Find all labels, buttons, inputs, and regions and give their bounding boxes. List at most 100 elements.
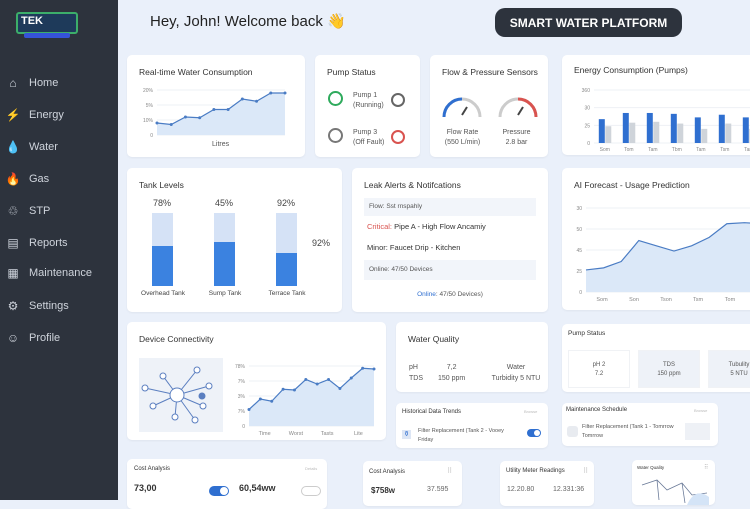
cell-value: 5 NTU bbox=[730, 371, 748, 377]
pump2-cell: Tubulity 5 NTU bbox=[708, 350, 750, 388]
sidebar-item-label: Home bbox=[29, 77, 59, 89]
pump3-fault-icon[interactable] bbox=[391, 130, 405, 144]
card-title: Leak Alerts & Notifcations bbox=[364, 180, 461, 190]
x-tick-label: Worst bbox=[289, 431, 304, 437]
alert-row-critical[interactable]: Critical: Pipe A - High Flow Ancamiy bbox=[367, 222, 486, 231]
area-fill bbox=[586, 222, 750, 292]
card-title: Maintenance Schedule bbox=[566, 407, 628, 413]
sidebar-item-reports[interactable]: ▤ Reports bbox=[0, 230, 118, 256]
alert-row[interactable]: Flow: Sst rnspahly bbox=[364, 198, 536, 216]
drag-handle-icon[interactable]: ⠿ bbox=[583, 468, 589, 475]
sidebar-item-stp[interactable]: ♲ STP bbox=[0, 198, 118, 224]
data-point bbox=[226, 108, 230, 111]
y-tick-label: 50 bbox=[576, 227, 582, 233]
pump1-gauge-icon[interactable] bbox=[391, 93, 405, 107]
sidebar-item-water[interactable]: 💧 Water bbox=[0, 134, 118, 160]
data-point bbox=[281, 387, 285, 391]
x-tick-label: Tam bbox=[744, 147, 750, 153]
greeting: Hey, John! Welcome back 👋 bbox=[150, 13, 346, 30]
pressure-gauge-fill bbox=[517, 97, 538, 118]
critical-text: Pipe A - High Flow Ancamiy bbox=[392, 222, 486, 231]
sidebar-item-label: Gas bbox=[29, 173, 50, 185]
sidebar-item-label: Maintenance bbox=[29, 267, 92, 279]
browse-link[interactable]: Browse bbox=[524, 409, 538, 414]
calendar-icon bbox=[685, 423, 710, 440]
drag-handle-icon[interactable]: ⠿ bbox=[447, 468, 453, 475]
sidebar-item-profile[interactable]: ☺ Profile bbox=[0, 325, 118, 351]
drag-handle-icon[interactable]: ⠿ bbox=[704, 465, 709, 471]
gas-icon: 🔥 bbox=[5, 172, 21, 186]
y-tick-label: 5% bbox=[146, 103, 154, 109]
maintenance-icon: ▦ bbox=[7, 266, 19, 280]
data-point bbox=[169, 123, 173, 126]
x-tick-label: Lite bbox=[354, 431, 363, 437]
turbidity-label: Water bbox=[506, 364, 526, 371]
cell-label: Tubulity bbox=[728, 362, 750, 368]
sidebar-item-gas[interactable]: 🔥 Gas bbox=[0, 166, 118, 192]
pump1-status: (Running) bbox=[353, 102, 384, 109]
sidebar-item-label: Reports bbox=[29, 237, 68, 249]
bar bbox=[629, 122, 636, 143]
online-footer: Online: 47/50 Devices) bbox=[352, 291, 548, 298]
data-point bbox=[198, 116, 202, 120]
card-title: Energy Consumption (Pumps) bbox=[574, 65, 688, 75]
pump1-label: Pump 1 bbox=[353, 92, 378, 99]
x-tick-label: Tson bbox=[660, 297, 672, 303]
cost-value-1: 73,00 bbox=[134, 483, 157, 493]
water-quality-card: Water Quality pH TDS 7,2 150 ppm Water Turb… bbox=[396, 322, 548, 392]
card-title: Utility Meter Readings bbox=[506, 468, 565, 474]
meter-value-2: 12.331:36 bbox=[553, 486, 585, 493]
sidebar: TEK ⌂ Home ⚡ Energy 💧 Water 🔥 Gas ♲ STP ▤ Reports ▦ M… bbox=[0, 0, 118, 500]
task-checkbox[interactable] bbox=[567, 426, 578, 437]
card-title: Device Connectivity bbox=[139, 334, 214, 344]
browse-link[interactable]: Browse bbox=[694, 408, 708, 413]
cost-toggle-2[interactable] bbox=[301, 486, 321, 496]
x-axis-label: Litres bbox=[212, 141, 230, 148]
tank-name: Sump Tank bbox=[208, 290, 242, 297]
bar bbox=[670, 113, 677, 143]
cost-toggle-1[interactable] bbox=[209, 486, 229, 496]
data-point bbox=[212, 108, 216, 111]
card-title: Real-time Water Consumption bbox=[139, 67, 253, 77]
data-point bbox=[240, 97, 244, 101]
turbidity-value: Turbidity 5 NTU bbox=[491, 375, 541, 382]
filter-icon: ⚱ bbox=[402, 430, 411, 439]
energy-card: Energy Consumption (Pumps) 0 25 30 360 Som To… bbox=[562, 55, 750, 155]
series-line bbox=[248, 367, 375, 410]
bar bbox=[677, 123, 684, 143]
data-point bbox=[327, 378, 331, 381]
data-point bbox=[361, 366, 365, 370]
sidebar-item-energy[interactable]: ⚡ Energy bbox=[0, 102, 118, 128]
bar bbox=[725, 123, 732, 143]
x-tick-label: Tbm bbox=[672, 147, 682, 153]
home-icon: ⌂ bbox=[9, 76, 17, 90]
energy-icon: ⚡ bbox=[5, 108, 21, 122]
water-network-map bbox=[641, 479, 709, 505]
y-tick-label: 20% bbox=[143, 88, 154, 94]
flow-value: (550 L/min) bbox=[444, 139, 481, 146]
sidebar-item-home[interactable]: ⌂ Home bbox=[0, 70, 118, 96]
reports-icon: ▤ bbox=[7, 236, 19, 250]
flow-gauge-needle bbox=[461, 106, 468, 116]
y-tick-label: 30 bbox=[576, 206, 582, 212]
sidebar-item-maintenance[interactable]: ▦ Maintenance bbox=[0, 260, 118, 286]
card-title: Flow & Pressure Sensors bbox=[442, 67, 538, 77]
y-tick-label: 25 bbox=[576, 269, 582, 275]
online-label: Online bbox=[417, 291, 436, 298]
network-map bbox=[139, 358, 223, 432]
pump2-cell: pH 2 7.2 bbox=[568, 350, 630, 388]
card-title: Cost Analysis bbox=[134, 466, 171, 472]
history-toggle[interactable] bbox=[527, 429, 541, 437]
alert-row-online[interactable]: Online: 47/50 Devices bbox=[364, 260, 536, 280]
sidebar-item-settings[interactable]: ⚙ Settings bbox=[0, 293, 118, 319]
card-title: Pump Status bbox=[568, 330, 606, 337]
alert-row-minor[interactable]: Minor: Faucet Drip - Kitchen bbox=[367, 243, 461, 252]
pump-status-2-card: Pump Status pH 2 7.2 TDS 150 ppm Tubulity 5 N… bbox=[562, 324, 750, 392]
sidebar-item-label: Energy bbox=[29, 109, 64, 121]
details-link[interactable]: Details bbox=[305, 466, 318, 471]
ai-forecast-chart: 0 25 45 50 30 Som Son Tson Tsm Tom bbox=[576, 206, 750, 303]
data-point bbox=[372, 367, 376, 371]
data-point bbox=[255, 99, 259, 103]
data-point bbox=[270, 399, 274, 403]
data-point bbox=[155, 121, 159, 125]
